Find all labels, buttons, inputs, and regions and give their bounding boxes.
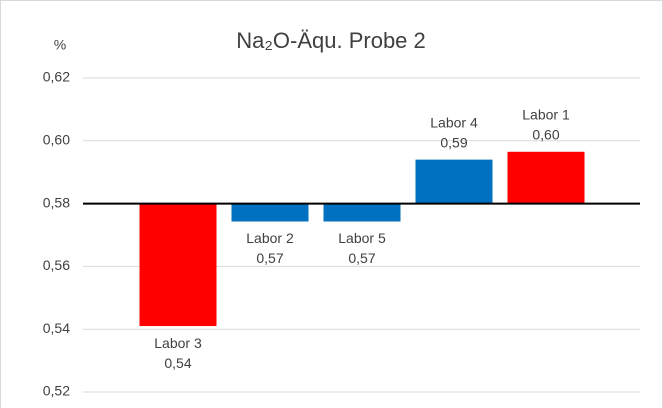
y-tick-label: 0,56 bbox=[43, 257, 70, 273]
y-axis-label: % bbox=[54, 37, 66, 53]
bar bbox=[507, 151, 585, 204]
category-label: Labor 4 bbox=[430, 114, 478, 130]
category-label: Labor 3 bbox=[154, 335, 202, 351]
y-tick-label: 0,62 bbox=[43, 69, 70, 85]
category-label: Labor 1 bbox=[522, 106, 570, 122]
category-label: Labor 5 bbox=[338, 230, 386, 246]
value-label: 0,60 bbox=[532, 126, 559, 142]
y-tick-label: 0,60 bbox=[43, 132, 70, 148]
y-tick-label: 0,52 bbox=[43, 383, 70, 399]
bar bbox=[231, 203, 309, 222]
bar bbox=[415, 159, 493, 204]
y-tick-label: 0,54 bbox=[43, 320, 70, 336]
value-label: 0,57 bbox=[348, 250, 375, 266]
chart-title: Na₂O-Äqu. Probe 2 bbox=[236, 28, 426, 53]
bar bbox=[323, 203, 401, 222]
value-label: 0,54 bbox=[164, 355, 191, 371]
y-tick-label: 0,58 bbox=[43, 194, 70, 210]
bar bbox=[139, 203, 217, 327]
category-label: Labor 2 bbox=[246, 230, 294, 246]
value-label: 0,57 bbox=[256, 250, 283, 266]
value-label: 0,59 bbox=[440, 134, 467, 150]
